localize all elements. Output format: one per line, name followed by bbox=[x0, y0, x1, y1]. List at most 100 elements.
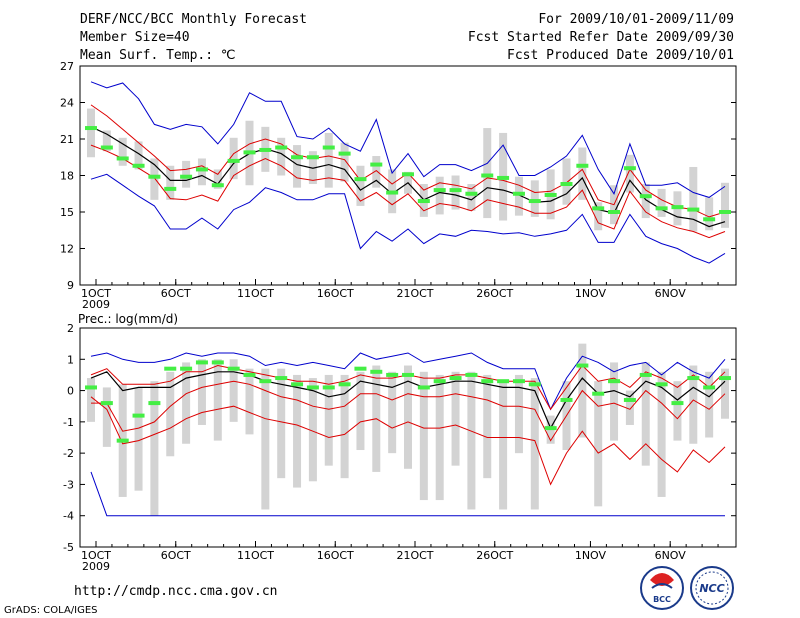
median-marker bbox=[671, 205, 684, 210]
median-marker bbox=[719, 376, 731, 381]
x-tick-label: 1OCT bbox=[81, 549, 111, 562]
median-marker bbox=[306, 385, 319, 390]
mean-line bbox=[90, 371, 726, 430]
ensemble-box bbox=[530, 378, 539, 510]
ensemble-box bbox=[372, 156, 381, 188]
lower-sd-line bbox=[90, 144, 726, 239]
median-marker bbox=[211, 183, 224, 188]
ensemble-box bbox=[483, 128, 492, 219]
median-marker bbox=[338, 151, 351, 156]
lower-2sd-line bbox=[90, 396, 726, 486]
ensemble-box bbox=[689, 365, 698, 444]
ensemble-box bbox=[102, 130, 111, 152]
ensemble-box bbox=[197, 158, 206, 186]
ensemble-box bbox=[705, 197, 714, 231]
y-tick-label: 1 bbox=[67, 353, 74, 366]
x-tick-year: 2009 bbox=[82, 560, 110, 573]
median-marker bbox=[560, 182, 573, 187]
median-marker bbox=[386, 372, 399, 377]
ensemble-box bbox=[182, 362, 191, 444]
median-marker bbox=[544, 192, 557, 197]
bcc-logo-text: BCC bbox=[653, 595, 671, 604]
median-marker bbox=[354, 177, 367, 182]
ensemble-box bbox=[514, 374, 523, 454]
ensemble-box bbox=[277, 368, 286, 479]
median-marker bbox=[671, 401, 684, 406]
max-line bbox=[90, 81, 726, 198]
ensemble-box bbox=[451, 371, 460, 466]
ensemble-box bbox=[229, 137, 238, 180]
ensemble-box bbox=[166, 371, 175, 457]
x-tick-label: 6OCT bbox=[161, 287, 191, 300]
x-tick-label: 1OCT bbox=[81, 287, 111, 300]
ensemble-box bbox=[499, 381, 508, 510]
median-marker bbox=[449, 376, 462, 381]
ensemble-box bbox=[594, 202, 603, 231]
median-marker bbox=[180, 174, 193, 179]
max-line bbox=[90, 352, 726, 411]
y-tick-label: -2 bbox=[63, 447, 74, 460]
median-marker bbox=[417, 199, 430, 204]
median-marker bbox=[481, 173, 494, 178]
y-tick-label: 21 bbox=[60, 133, 74, 146]
median-marker bbox=[528, 199, 541, 204]
x-tick-label: 6NOV bbox=[655, 287, 687, 300]
ensemble-box bbox=[356, 371, 365, 451]
median-marker bbox=[164, 186, 177, 191]
median-marker bbox=[306, 155, 319, 160]
ensemble-box bbox=[102, 387, 111, 447]
ensemble-box bbox=[182, 160, 191, 188]
median-marker bbox=[719, 210, 731, 214]
median-marker bbox=[291, 382, 304, 387]
x-tick-label: 6OCT bbox=[161, 549, 191, 562]
bcc-logo: BCC bbox=[640, 566, 684, 610]
x-tick-label: 1NOV bbox=[575, 287, 607, 300]
ensemble-box bbox=[435, 374, 444, 501]
median-marker bbox=[655, 206, 668, 211]
median-marker bbox=[195, 360, 208, 365]
x-tick-label: 11OCT bbox=[237, 287, 274, 300]
ensemble-box bbox=[467, 371, 476, 510]
median-marker bbox=[195, 167, 208, 172]
median-marker bbox=[592, 206, 605, 211]
median-marker bbox=[528, 382, 541, 387]
ensemble-box bbox=[578, 147, 587, 200]
median-marker bbox=[386, 190, 399, 195]
ensemble-box bbox=[229, 359, 238, 422]
x-tick-label: 11OCT bbox=[237, 549, 274, 562]
ensemble-box bbox=[213, 359, 222, 441]
ensemble-box bbox=[340, 374, 349, 479]
median-marker bbox=[259, 147, 272, 152]
median-marker bbox=[608, 210, 621, 214]
forecast-period: For 2009/10/01-2009/11/09 bbox=[538, 12, 734, 27]
median-marker bbox=[243, 150, 256, 155]
min-line bbox=[90, 471, 725, 517]
ensemble-box bbox=[625, 154, 634, 193]
ensemble-box bbox=[530, 180, 539, 217]
median-marker bbox=[465, 372, 478, 377]
median-marker bbox=[227, 158, 240, 163]
ensemble-box bbox=[324, 374, 333, 466]
website-url[interactable]: http://cmdp.ncc.cma.gov.cn bbox=[74, 584, 278, 599]
y-tick-label: 9 bbox=[67, 279, 74, 292]
ensemble-box bbox=[641, 184, 650, 219]
median-marker bbox=[211, 360, 224, 365]
median-marker bbox=[85, 385, 97, 390]
median-marker bbox=[259, 379, 272, 384]
ensemble-box bbox=[419, 371, 428, 501]
ensemble-box bbox=[340, 142, 349, 182]
y-tick-label: 27 bbox=[60, 60, 74, 73]
precip-title: Prec.: log(mm/d) bbox=[78, 312, 178, 326]
y-tick-label: 12 bbox=[60, 243, 74, 256]
ensemble-box bbox=[150, 158, 159, 200]
x-tick-year: 2009 bbox=[82, 298, 110, 311]
y-tick-label: 15 bbox=[60, 206, 74, 219]
median-marker bbox=[623, 397, 636, 402]
median-marker bbox=[338, 382, 351, 387]
ensemble-box bbox=[324, 132, 333, 188]
median-marker bbox=[497, 379, 510, 384]
y-tick-label: -1 bbox=[63, 416, 74, 429]
